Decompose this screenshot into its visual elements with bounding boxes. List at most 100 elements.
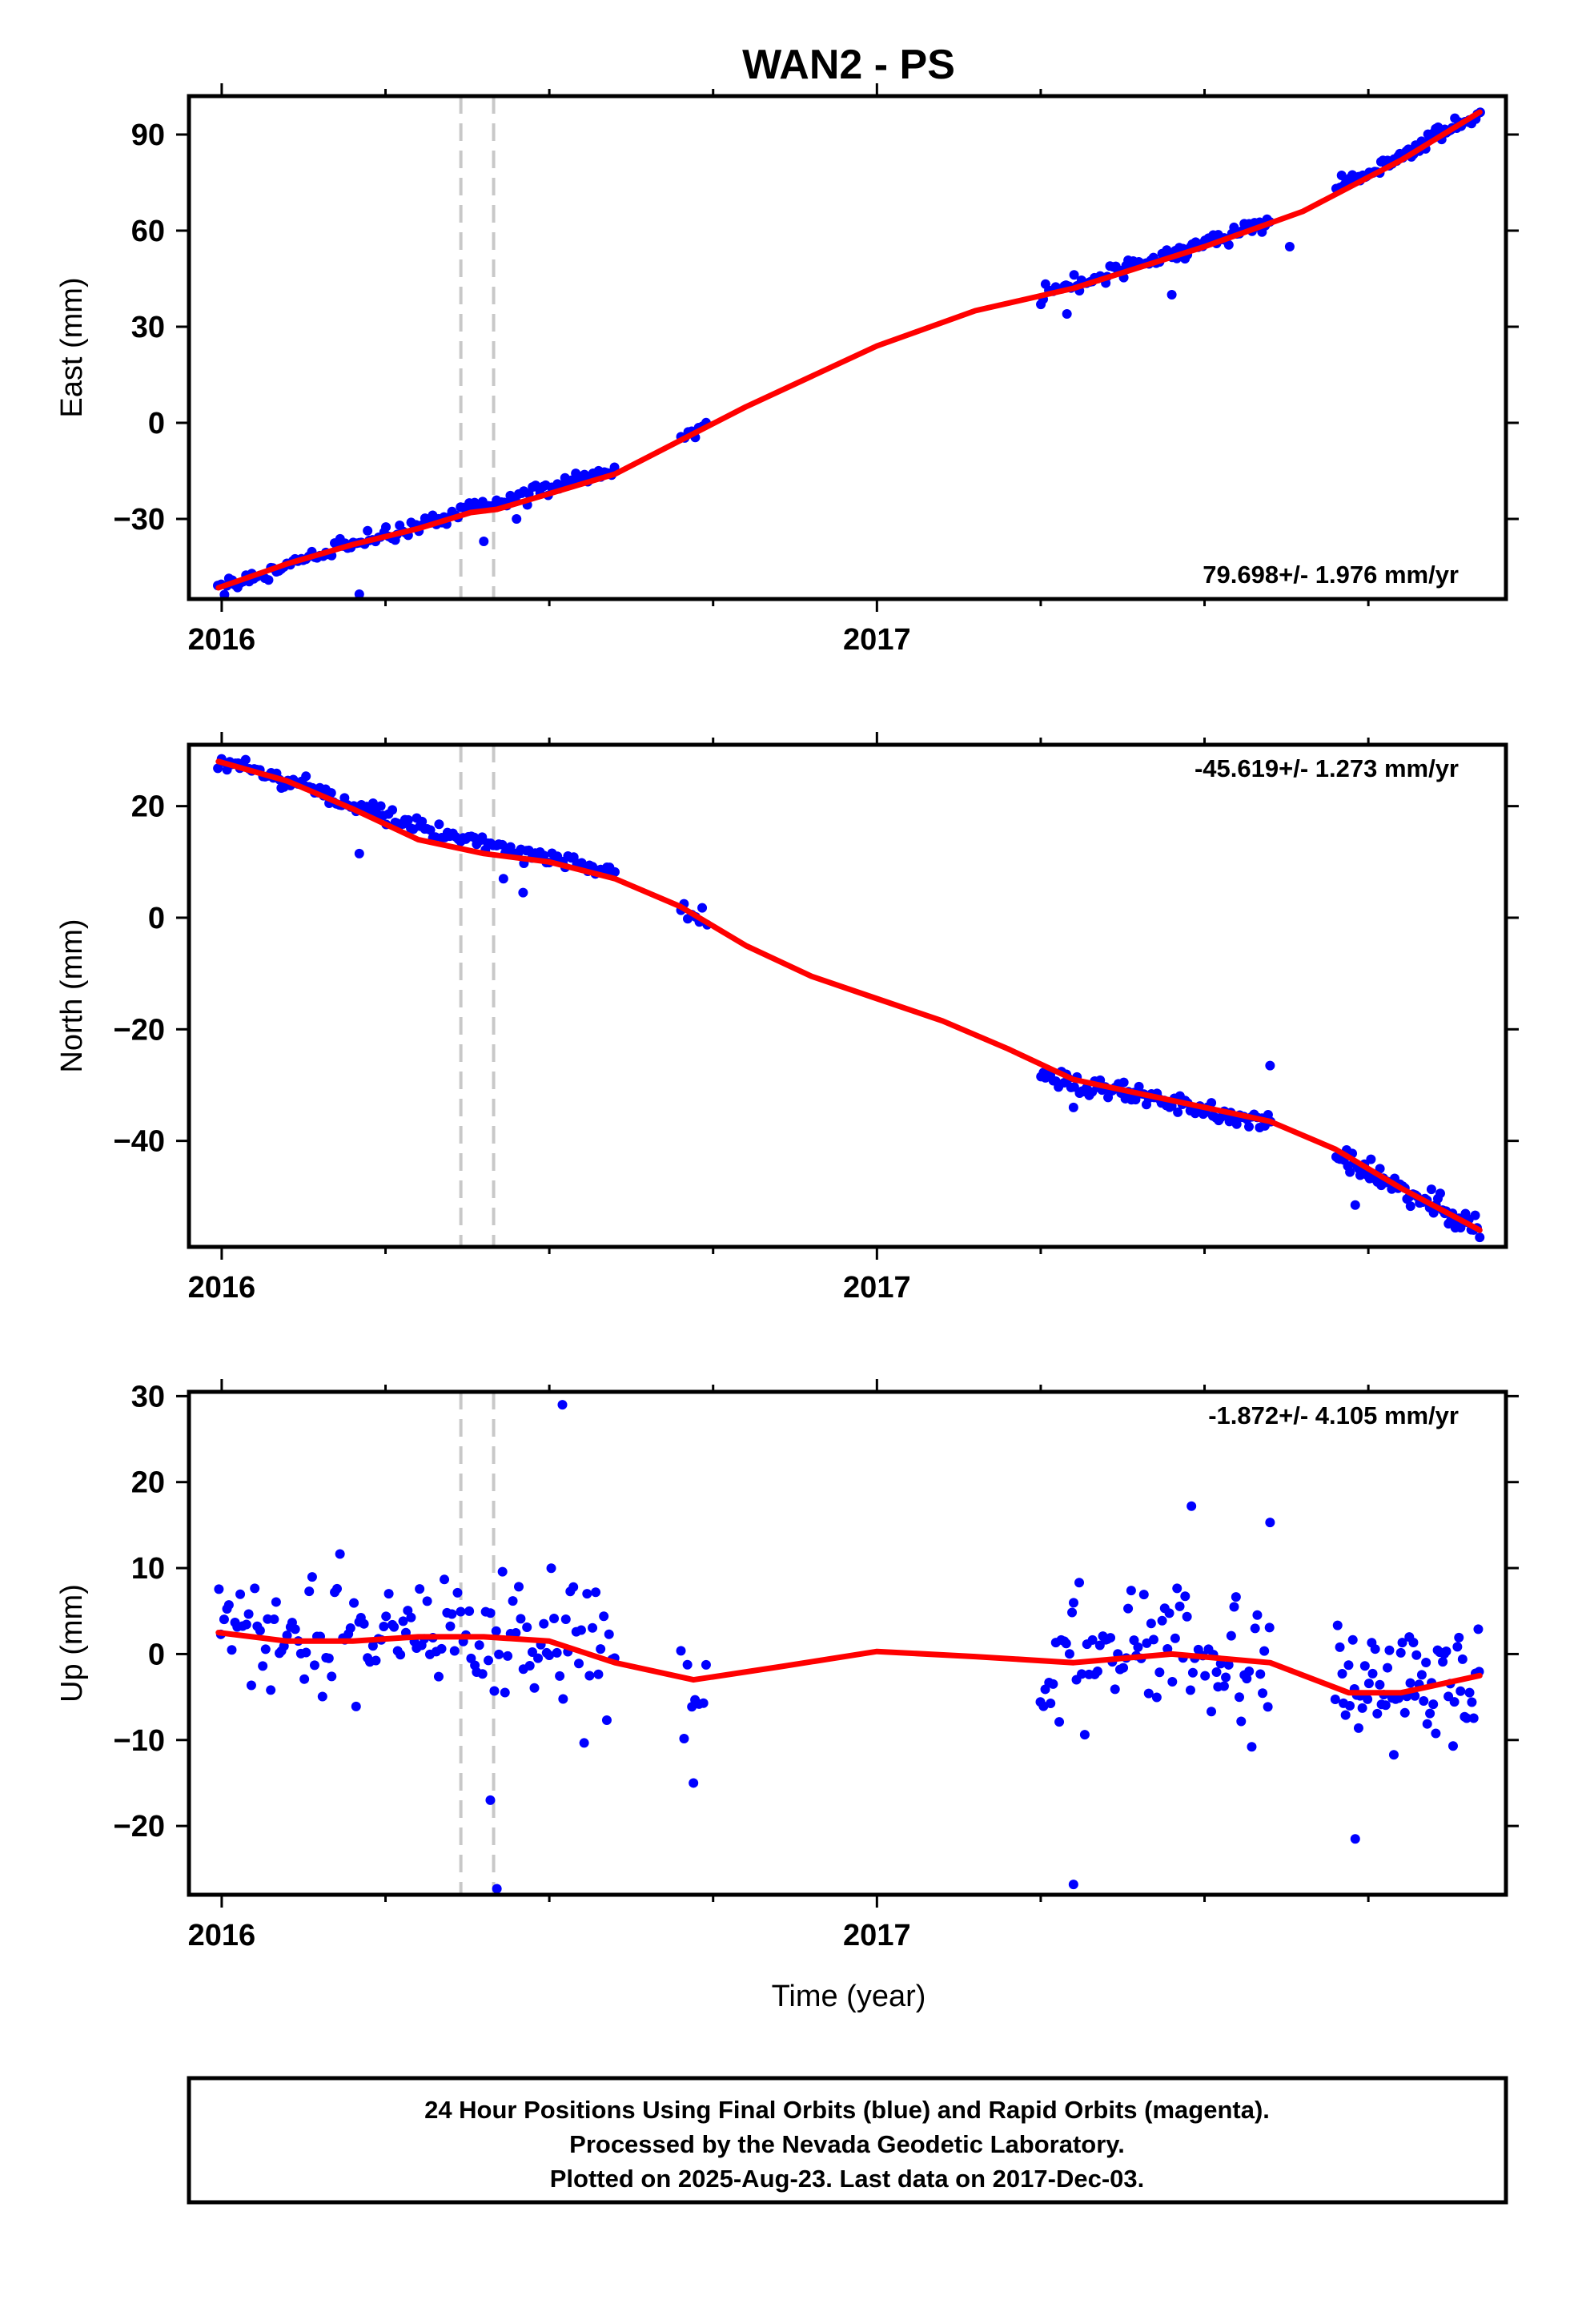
data-point [415,1584,425,1594]
data-point [1054,1717,1065,1727]
footer-line-3: Plotted on 2025-Aug-23. Last data on 201… [550,2165,1145,2193]
data-point [282,1630,292,1641]
data-point [440,1574,450,1585]
data-point [1375,1679,1385,1690]
data-point [1148,1634,1158,1645]
data-point [260,1644,271,1655]
model-curve [215,758,1483,1233]
data-point [1353,1723,1363,1733]
data-point [503,1651,513,1661]
x-tick-label: 2017 [843,1271,911,1305]
data-point [1211,1667,1222,1678]
data-point [1264,1622,1275,1633]
data-point [1167,1676,1178,1687]
data-point [447,1609,457,1619]
data-point [560,1614,571,1625]
y-tick-label: −20 [114,1810,165,1844]
data-point [1332,1620,1343,1630]
data-point [558,1694,568,1704]
y-tick-label: 0 [148,902,165,935]
data-points [214,1400,1484,1894]
data-point [1092,1667,1102,1677]
panel-frame [187,1389,1508,1897]
x-tick-label: 2017 [843,623,911,657]
y-tick-label: 20 [131,1466,165,1500]
data-point [591,1587,601,1598]
data-point [1394,1693,1404,1703]
data-point [1457,1654,1468,1664]
data-point [522,1622,532,1633]
data-point [1347,1634,1358,1645]
data-point [1410,1691,1420,1701]
data-point [1456,1686,1466,1696]
data-point [1069,1598,1079,1608]
data-point [398,1616,408,1626]
footer-line-1: 24 Hour Positions Using Final Orbits (bl… [424,2096,1270,2124]
data-point [524,1660,535,1671]
data-point [1337,1668,1347,1679]
data-point [1221,1672,1231,1683]
data-point [383,1589,394,1599]
data-point [1244,1666,1255,1676]
data-point [223,1600,234,1610]
data-point [516,1614,526,1624]
data-point [1164,1608,1174,1618]
data-point [508,1596,518,1606]
data-point [1172,1583,1182,1594]
data-point [1180,1591,1191,1602]
data-point [555,1671,565,1681]
data-point [1068,1880,1078,1890]
data-point [529,1683,540,1693]
data-point [309,1660,319,1671]
data-point [1229,1602,1239,1612]
data-point [1431,1728,1441,1739]
data-point [307,1572,317,1582]
data-point [1422,1719,1432,1729]
data-point [1061,1638,1071,1649]
data-point [701,1659,711,1670]
y-tick-label: −30 [114,503,165,537]
data-point [371,1655,381,1666]
data-point [304,1586,315,1597]
data-point [552,1647,562,1658]
data-point [1126,1586,1136,1596]
data-point [1138,1590,1149,1600]
data-points [213,754,1485,1243]
data-point [422,1596,432,1606]
data-point [1399,1707,1410,1718]
data-point [1079,1730,1090,1740]
data-point [568,1582,579,1592]
data-point [449,1646,460,1656]
data-point [345,1622,355,1633]
data-point [1344,1701,1355,1711]
data-point [263,575,274,585]
data-point [1357,1703,1367,1713]
data-point [1263,1702,1273,1712]
data-point [1123,1603,1134,1614]
data-point [1259,1646,1270,1656]
data-point [396,1650,406,1660]
data-point [1380,1700,1391,1711]
footer-line-2: Processed by the Nevada Geodetic Laborat… [569,2130,1125,2158]
data-point [1207,1098,1217,1108]
data-point [1242,1674,1252,1684]
velocity-annotation: 79.698+/- 1.976 mm/yr [1203,561,1459,589]
y-axis-label: North (mm) [55,919,89,1072]
data-point [477,1669,488,1679]
data-point [1236,1716,1247,1727]
y-tick-label: 0 [148,1638,165,1671]
data-point [219,1614,229,1625]
data-point [1359,1661,1370,1671]
data-point [494,1649,504,1659]
data-point [1151,1692,1162,1703]
data-point [1330,1694,1340,1704]
data-point [1173,1107,1183,1117]
data-point [599,1611,609,1622]
data-point [417,816,428,826]
panel-1: 2016 2017 90 60 30 0 −30 East (mm) 79.698+/- 1.9… [55,83,1519,657]
data-point [1255,1669,1266,1679]
data-point [579,1738,589,1748]
footer-frame [187,2076,1508,2205]
data-point [1187,1667,1198,1678]
